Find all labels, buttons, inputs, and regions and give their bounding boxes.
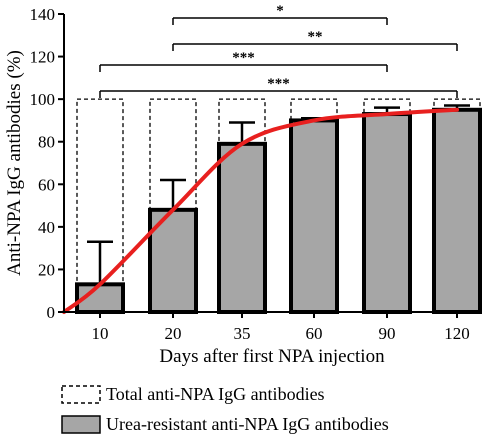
- legend-label-urea: Urea-resistant anti-NPA IgG antibodies: [106, 414, 389, 434]
- x-tick-label: 120: [444, 324, 470, 343]
- significance-group: *********: [99, 3, 458, 98]
- y-axis-label: Anti-NPA IgG antibodies (%): [4, 50, 25, 276]
- legend-swatch-urea: [61, 415, 101, 434]
- urea-bar: [432, 107, 482, 314]
- trend-line-group: [62, 107, 459, 314]
- total-bars-group: [76, 98, 481, 313]
- y-tick-label: 80: [38, 133, 55, 152]
- y-tick-label: 0: [47, 303, 56, 322]
- legend-label-total: Total anti-NPA IgG antibodies: [106, 384, 325, 404]
- x-tick-label: 35: [234, 324, 251, 343]
- legend: Total anti-NPA IgG antibodies Urea-resis…: [61, 384, 389, 434]
- significance-label: **: [308, 29, 323, 45]
- significance-label: ***: [267, 76, 290, 92]
- significance-label: ***: [232, 50, 255, 66]
- x-axis-label: Days after first NPA injection: [159, 346, 385, 367]
- x-tick-label: 90: [379, 324, 396, 343]
- y-tick-label: 60: [38, 175, 55, 194]
- trend-line: [62, 107, 459, 314]
- significance-label: *: [276, 3, 284, 19]
- x-tick-label: 60: [306, 324, 323, 343]
- y-tick-label: 20: [38, 260, 55, 279]
- legend-swatch-total: [61, 385, 101, 404]
- y-tick-label: 120: [30, 48, 56, 67]
- x-tick-label: 20: [165, 324, 182, 343]
- urea-bars-group: [75, 107, 482, 315]
- urea-bar: [217, 141, 267, 314]
- y-tick-label: 140: [30, 5, 56, 24]
- y-tick-label: 40: [38, 218, 55, 237]
- error-bars-group: [87, 104, 470, 285]
- y-tick-label: 100: [30, 90, 56, 109]
- urea-bar: [362, 112, 412, 314]
- axes-group: 0 20 40 60 80 100 120 140 10 20 35 60 90 120: [30, 5, 480, 343]
- x-tick-label: 10: [92, 324, 109, 343]
- urea-bar: [289, 118, 339, 314]
